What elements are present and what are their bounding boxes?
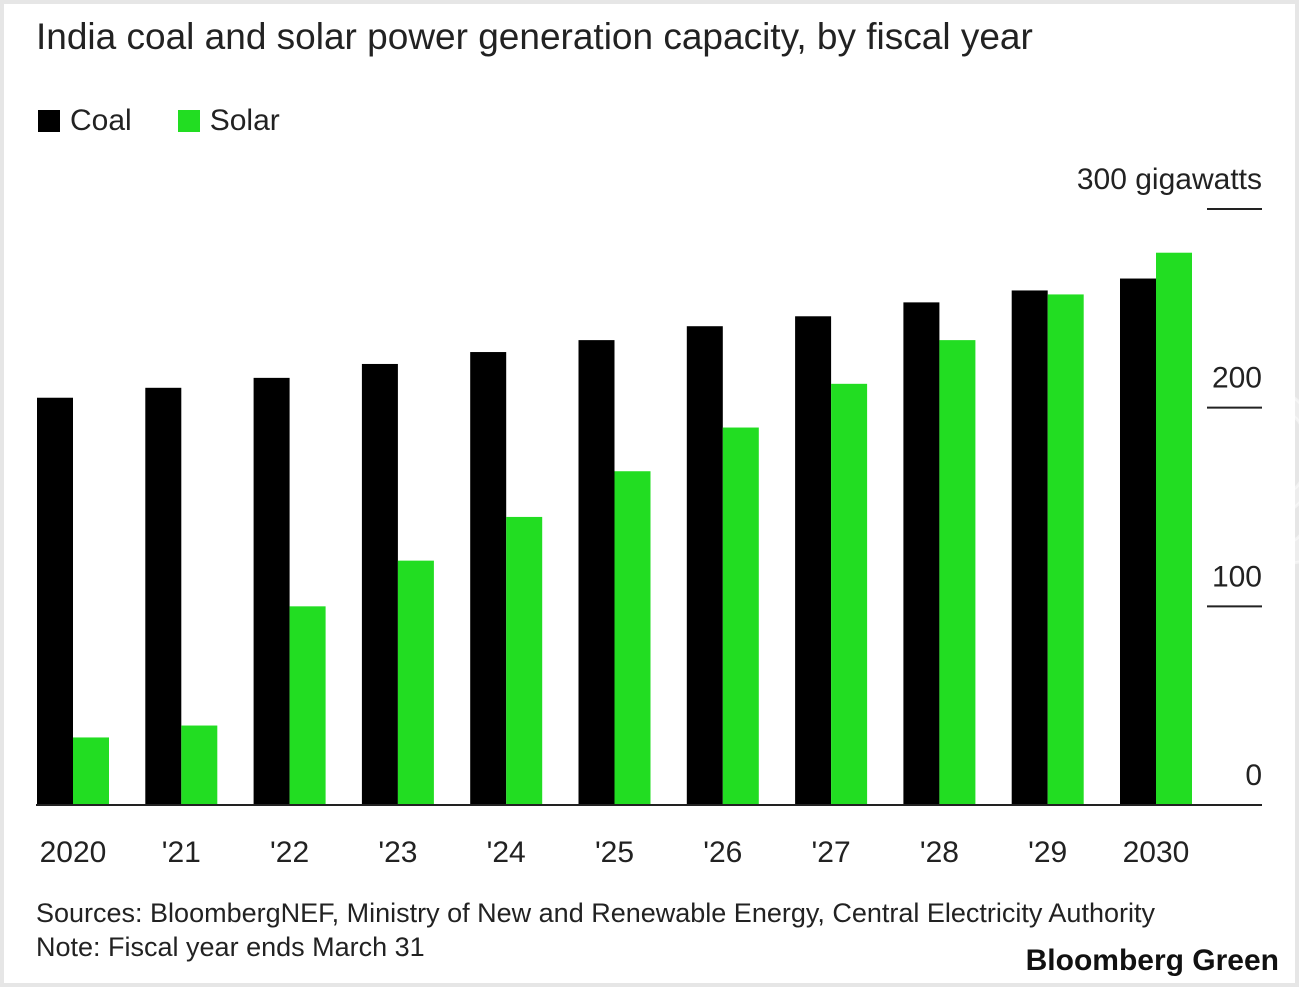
bar-coal-1 bbox=[145, 387, 182, 805]
x-tick-label-3: '23 bbox=[378, 836, 417, 869]
legend-label-solar: Solar bbox=[209, 104, 280, 137]
bar-solar-3 bbox=[397, 560, 434, 805]
bars bbox=[37, 252, 1192, 805]
bar-solar-2 bbox=[289, 606, 326, 805]
y-tick-label-2: 200 bbox=[1212, 362, 1262, 395]
bar-coal-7 bbox=[795, 316, 832, 805]
x-tick-label-1: '21 bbox=[162, 836, 201, 869]
legend-item-coal: Coal bbox=[38, 104, 132, 138]
bar-coal-4 bbox=[470, 352, 507, 805]
x-tick-label-4: '24 bbox=[487, 836, 526, 869]
bar-solar-7 bbox=[831, 383, 868, 805]
chart-title: India coal and solar power generation ca… bbox=[36, 16, 1033, 57]
y-tick-label-3: 300 gigawatts bbox=[1077, 163, 1262, 196]
legend-swatch-solar bbox=[177, 110, 200, 132]
y-axis: 0 100 200 300 gigawatts bbox=[1077, 163, 1262, 792]
x-tick-label-5: '25 bbox=[595, 836, 634, 869]
brand-logo-text: Bloomberg Green bbox=[1025, 944, 1279, 977]
x-tick-label-8: '28 bbox=[920, 836, 959, 869]
x-tick-label-6: '26 bbox=[703, 836, 742, 869]
bar-coal-6 bbox=[686, 326, 723, 805]
footer-notes: Sources: BloombergNEF, Ministry of New a… bbox=[36, 896, 1155, 964]
bar-coal-0 bbox=[37, 397, 73, 805]
bar-solar-9 bbox=[1047, 294, 1084, 805]
x-tick-label-2: '22 bbox=[270, 836, 309, 869]
bar-coal-3 bbox=[361, 363, 398, 805]
bar-solar-0 bbox=[73, 737, 109, 805]
source-text: Sources: BloombergNEF, Ministry of New a… bbox=[36, 898, 1155, 928]
bar-coal-10 bbox=[1120, 278, 1156, 805]
legend-swatch-coal bbox=[38, 110, 60, 132]
bar-solar-5 bbox=[614, 471, 651, 805]
x-tick-label-9: '29 bbox=[1028, 836, 1067, 869]
bar-coal-2 bbox=[253, 377, 290, 805]
bar-coal-9 bbox=[1011, 290, 1048, 805]
bar-solar-4 bbox=[506, 516, 543, 805]
y-tick-label-1: 100 bbox=[1212, 560, 1262, 593]
x-tick-label-7: '27 bbox=[812, 836, 851, 869]
bar-solar-6 bbox=[722, 427, 759, 805]
bar-solar-10 bbox=[1156, 252, 1192, 805]
bar-solar-1 bbox=[181, 725, 218, 805]
bar-coal-8 bbox=[903, 302, 940, 805]
legend-label-coal: Coal bbox=[70, 104, 132, 137]
note-text: Note: Fiscal year ends March 31 bbox=[36, 932, 425, 962]
x-tick-label-10: 2030 bbox=[1123, 836, 1190, 869]
legend: Coal Solar bbox=[38, 104, 326, 138]
legend-item-solar: Solar bbox=[177, 104, 280, 138]
bar-coal-5 bbox=[578, 340, 615, 805]
bar-solar-8 bbox=[939, 340, 976, 805]
x-axis-labels: 2020 '21 '22 '23 '24 '25 '26 '27 '28 '29 2030 bbox=[40, 836, 1190, 869]
y-tick-label-0: 0 bbox=[1245, 759, 1262, 792]
x-tick-label-0: 2020 bbox=[40, 836, 107, 869]
